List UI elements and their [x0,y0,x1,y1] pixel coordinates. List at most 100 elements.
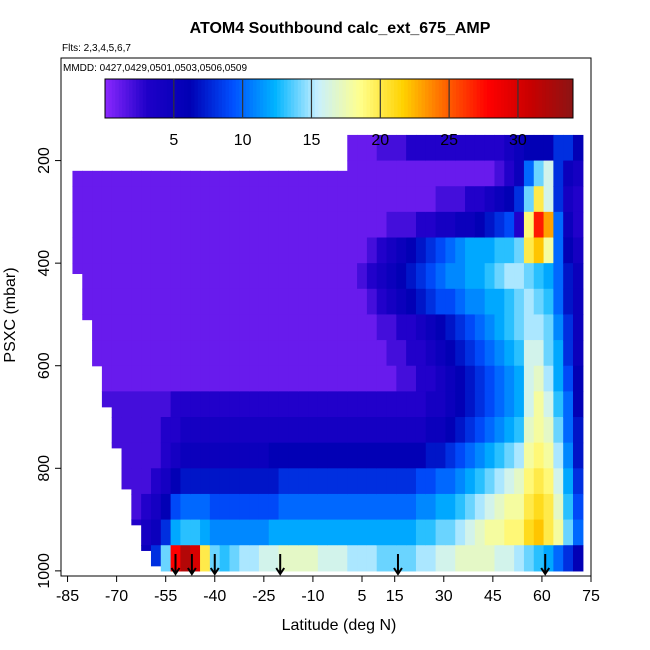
heatmap-cell [415,186,427,213]
heatmap-cell [543,288,554,316]
heatmap-cell [347,160,358,187]
dates-note: MMDD: 0427,0429,0501,0503,0506,0509 [63,63,247,74]
heatmap-cell [573,391,584,418]
heatmap-cell [573,263,584,290]
heatmap-cell [425,468,437,495]
heatmap-cell [553,211,564,239]
heatmap-cell [425,519,437,546]
heatmap-cell [543,160,554,187]
heatmap-cell [435,493,447,521]
colorbar-swatch [166,79,171,118]
heatmap-cell [465,493,476,521]
heatmap-cell [543,365,554,392]
heatmap-cell [504,519,515,546]
heatmap-cell [533,160,545,187]
heatmap-cell [170,263,182,290]
heatmap-cell [131,211,142,239]
heatmap-cell [376,442,388,469]
heatmap-cell [425,314,437,341]
heatmap-cell [425,417,437,444]
heatmap-cell [445,211,456,239]
heatmap-cell [160,288,172,316]
heatmap-cell [533,263,545,290]
heatmap-cell [376,314,388,341]
heatmap-cell [219,314,231,341]
heatmap-cell [445,493,456,521]
heatmap-cell [111,365,123,392]
heatmap-cell [474,186,486,213]
colorbar-swatch [118,79,123,118]
heatmap-cell [366,263,378,290]
heatmap-cell [160,340,172,367]
heatmap-cell [268,263,280,290]
heatmap-cell [337,468,348,495]
heatmap-cell [278,417,289,444]
heatmap-cell [141,519,152,546]
colorbar-swatch [452,79,457,118]
heatmap-cell [406,493,417,521]
heatmap-cell [573,160,584,187]
heatmap-cell [455,340,466,367]
heatmap-cell [504,340,515,367]
heatmap-cell [543,263,554,290]
heatmap-cell [190,340,201,367]
heatmap-cell [347,545,358,572]
heatmap-cell [131,493,142,521]
heatmap-cell [92,237,103,264]
heatmap-cell [101,365,113,392]
heatmap-cell [308,288,319,316]
heatmap-cell [435,468,447,495]
colorbar-swatch [431,79,436,118]
colorbar-swatch [483,79,488,118]
colorbar-swatch [149,79,154,118]
heatmap-cell [406,237,417,264]
heatmap-cell [298,314,309,341]
heatmap-cell [160,519,172,546]
heatmap-cell [327,493,339,521]
heatmap-cell [131,391,142,418]
colorbar-swatch [211,79,216,118]
heatmap-cell [327,263,339,290]
heatmap-cell [121,288,132,316]
heatmap-cell [366,134,378,162]
heatmap-cell [523,314,535,341]
heatmap-cell [327,314,339,341]
heatmap-cell [406,468,417,495]
colorbar-swatch [490,79,495,118]
colorbar-swatch [349,79,354,118]
heatmap-cell [406,545,417,572]
heatmap-cell [317,263,329,290]
heatmap-cell [563,263,574,290]
heatmap-cell [366,237,378,264]
heatmap-cell [425,288,437,316]
heatmap-cell [209,170,221,187]
colorbar-swatch [404,79,409,118]
heatmap-cell [533,365,545,392]
heatmap-cell [180,391,191,418]
heatmap-cell [445,314,456,341]
heatmap-cell [298,340,309,367]
heatmap-cell [101,170,113,187]
heatmap-cell [131,186,142,213]
heatmap-cell [209,263,221,290]
colorbar-swatch [177,79,182,118]
colorbar-swatch [222,79,226,118]
heatmap-cell [347,134,358,162]
heatmap-cell [327,365,339,392]
axes: -85 -70 -55 -40 -25 -10 5 15 30 45 60 75 200 400 600 80… [36,57,600,605]
heatmap-cell [445,391,456,418]
heatmap-cell [141,288,152,316]
heatmap-cell [474,160,486,187]
heatmap-cell [357,493,368,521]
colorbar-swatch [459,79,464,118]
heatmap-cell [337,519,348,546]
heatmap-cell [258,391,270,418]
heatmap-cell [131,468,142,495]
heatmap-cell [190,186,201,213]
colorbar-swatch [115,79,120,118]
heatmap-cell [435,237,447,264]
heatmap-cell [141,545,152,551]
heatmap-cell [337,493,348,521]
heatmap-cell [523,237,535,264]
